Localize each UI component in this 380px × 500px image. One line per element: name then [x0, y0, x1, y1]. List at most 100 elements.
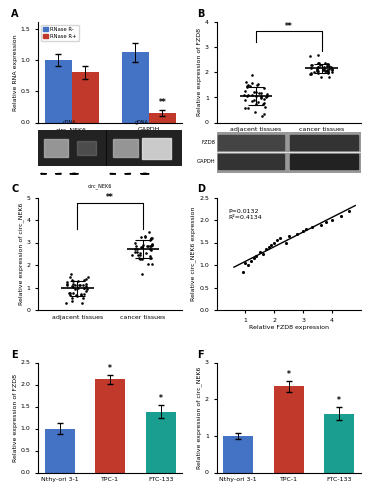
Text: **: **	[285, 22, 293, 30]
Bar	[71, 72, 99, 122]
Bar	[324, 414, 355, 472]
Point	[315, 68, 321, 76]
Text: FZD8: FZD8	[201, 140, 215, 145]
Point	[149, 234, 155, 242]
Point	[264, 92, 270, 100]
Point	[307, 70, 313, 78]
Point	[72, 284, 78, 292]
Point	[147, 234, 154, 242]
Point	[315, 60, 321, 68]
Point	[325, 68, 331, 76]
Point	[81, 284, 87, 292]
Point	[266, 243, 272, 251]
Text: **: **	[158, 98, 166, 108]
Point	[249, 96, 255, 104]
Point	[135, 252, 141, 260]
Text: *: *	[287, 370, 291, 379]
Point	[258, 90, 264, 98]
Point	[323, 66, 329, 74]
Bar	[44, 428, 75, 472]
Point	[286, 232, 292, 240]
Point	[74, 292, 80, 300]
Point	[148, 242, 154, 250]
Text: gDNA: gDNA	[135, 120, 149, 124]
Bar	[149, 113, 176, 122]
Point	[257, 248, 263, 256]
Point	[70, 280, 76, 288]
Y-axis label: Relative expression of circ_NEK6: Relative expression of circ_NEK6	[196, 366, 202, 468]
Point	[149, 240, 155, 248]
Point	[322, 59, 328, 67]
Y-axis label: Relative expression of circ_NEK6: Relative expression of circ_NEK6	[18, 202, 24, 305]
Point	[320, 66, 326, 74]
Point	[137, 251, 143, 259]
Point	[315, 51, 321, 59]
Text: P=0.0132
R²=0.4134: P=0.0132 R²=0.4134	[228, 209, 262, 220]
Point	[139, 243, 145, 251]
Point	[82, 280, 89, 288]
Point	[314, 68, 320, 76]
Point	[78, 291, 84, 299]
Point	[80, 294, 86, 302]
Point	[76, 281, 82, 289]
Point	[251, 96, 257, 104]
Y-axis label: Relative circ_NEK6 expression: Relative circ_NEK6 expression	[191, 206, 196, 301]
Point	[64, 280, 70, 287]
Point	[63, 299, 69, 307]
Bar	[44, 60, 71, 122]
Point	[144, 242, 150, 250]
Point	[329, 66, 335, 74]
Point	[324, 62, 330, 70]
Point	[300, 227, 306, 235]
Point	[75, 277, 81, 285]
Point	[294, 230, 301, 237]
Text: B: B	[198, 10, 205, 20]
Point	[264, 90, 271, 98]
Point	[138, 244, 144, 252]
Bar	[113, 139, 138, 157]
Point	[70, 290, 76, 298]
Point	[271, 238, 277, 246]
Point	[70, 282, 76, 290]
Point	[83, 282, 89, 290]
Point	[325, 60, 331, 68]
Point	[78, 290, 84, 298]
Point	[321, 65, 328, 73]
Bar	[223, 436, 253, 472]
Point	[148, 254, 154, 262]
Point	[258, 92, 264, 100]
Point	[256, 90, 262, 98]
Text: GAPDH: GAPDH	[196, 159, 215, 164]
Point	[309, 223, 315, 231]
Point	[308, 61, 314, 69]
Y-axis label: Relative RNA expression: Relative RNA expression	[13, 34, 18, 111]
Point	[68, 270, 74, 278]
Point	[137, 255, 143, 263]
Point	[263, 94, 269, 102]
Point	[261, 84, 268, 92]
Point	[316, 58, 322, 66]
Bar	[142, 138, 171, 159]
Point	[315, 63, 321, 71]
Point	[263, 245, 269, 253]
Point	[142, 233, 148, 241]
Point	[64, 278, 70, 285]
Point	[309, 70, 315, 78]
Point	[129, 250, 135, 258]
Point	[66, 289, 72, 297]
Point	[262, 102, 268, 110]
Text: *: *	[337, 396, 341, 406]
Point	[321, 63, 327, 71]
Point	[134, 248, 140, 256]
Text: E: E	[11, 350, 18, 360]
Bar	[290, 154, 358, 169]
Point	[244, 83, 250, 91]
Point	[139, 256, 145, 264]
Point	[260, 100, 266, 108]
Point	[326, 62, 332, 70]
Point	[261, 95, 267, 103]
Point	[83, 274, 89, 282]
Point	[242, 259, 249, 267]
Point	[134, 245, 140, 253]
Text: cDNA: cDNA	[63, 120, 76, 124]
